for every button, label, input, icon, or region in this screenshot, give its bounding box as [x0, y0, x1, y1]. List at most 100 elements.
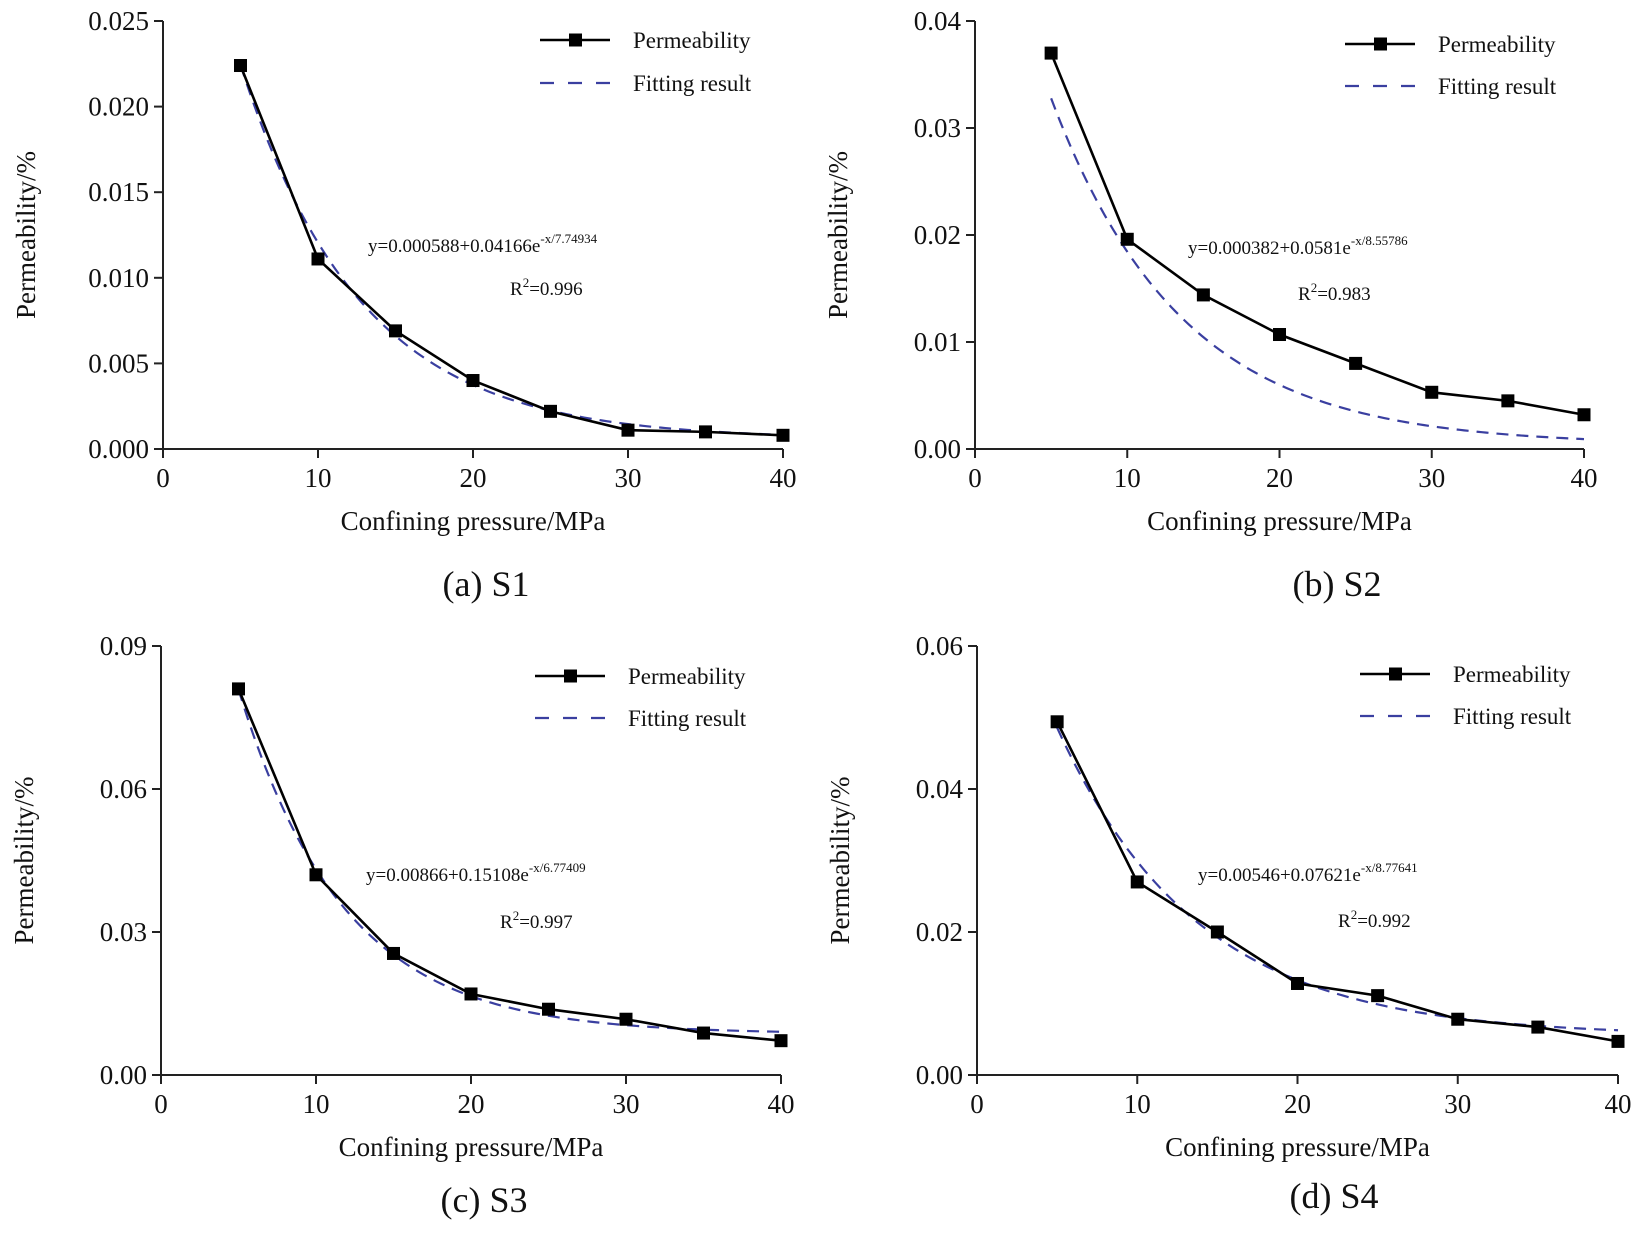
data-point: [1451, 1012, 1465, 1026]
fit-equation-main: y=0.00546+0.07621e: [1198, 865, 1361, 886]
data-point: [1349, 356, 1363, 370]
data-point: [387, 946, 400, 960]
data-point: [542, 1002, 555, 1016]
legend-permeability-marker: [1374, 37, 1387, 51]
data-point: [774, 1034, 788, 1048]
legend-permeability-label: Permeability: [1438, 32, 1556, 57]
chart-S4: 0.00 0.02 0.04 0.06 0 10 20 30 40 Confining press…: [825, 631, 1632, 1216]
x-tick-label: 0: [156, 463, 170, 493]
data-point: [1273, 328, 1286, 342]
x-axis-title: Confining pressure/MPa: [1165, 1132, 1430, 1162]
fit-equation: y=0.00866+0.15108e-x/6.77409: [366, 860, 586, 886]
permeability-line: [1049, 52, 1585, 417]
data-point: [464, 987, 478, 1001]
x-tick-label: 0: [970, 1089, 984, 1119]
r-squared-sup: 2: [1351, 907, 1358, 922]
data-point: [1130, 875, 1144, 889]
y-tick-label: 0.06: [100, 774, 147, 804]
legend: Permeability Fitting result: [1360, 662, 1572, 729]
data-point: [311, 252, 325, 266]
data-point: [621, 423, 635, 437]
fit-equation-main: y=0.00866+0.15108e: [366, 865, 529, 886]
fitting-curve: [1050, 97, 1585, 441]
r-squared: R2=0.992: [1338, 907, 1411, 932]
fitting-curve: [239, 64, 784, 436]
fit-equation: y=0.000588+0.04166e-x/7.74934: [368, 231, 598, 257]
y-tick-label: 0.020: [88, 92, 149, 122]
x-tick-label: 30: [1418, 463, 1445, 493]
x-axis-title: Confining pressure/MPa: [1147, 506, 1412, 536]
r-squared-value: =0.983: [1317, 284, 1370, 305]
x-tick-label: 40: [770, 463, 797, 493]
x-tick-label: 20: [1284, 1089, 1311, 1119]
r-squared-value: =0.997: [519, 912, 572, 933]
chart-S1: 0.000 0.005 0.010 0.015 0.020 0.025 0 10 20 30 40 C…: [11, 6, 797, 604]
fit-equation: y=0.00546+0.07621e-x/8.77641: [1198, 860, 1418, 886]
y-tick-label: 0.04: [914, 6, 962, 36]
data-point: [1291, 976, 1304, 990]
data-point: [1044, 46, 1058, 60]
subfigure-caption: (d) S4: [1290, 1176, 1379, 1216]
y-tick-label: 0.02: [916, 917, 963, 947]
y-tick-label: 0.06: [916, 631, 963, 661]
legend: Permeability Fitting result: [535, 664, 747, 731]
data-point: [619, 1012, 633, 1026]
y-tick-label: 0.010: [88, 263, 149, 293]
y-axis-title: Permeability/%: [825, 777, 855, 945]
y-tick-label: 0.09: [100, 631, 147, 661]
fit-equation-main: y=0.000588+0.04166e: [368, 236, 540, 257]
data-point: [232, 682, 245, 696]
x-tick-label: 10: [1124, 1089, 1151, 1119]
legend-fitting-label: Fitting result: [1438, 74, 1557, 99]
chart-S2: 0.00 0.01 0.02 0.03 0.04 0 10 20 30 40 Confining p…: [823, 6, 1598, 604]
data-point: [1531, 1020, 1545, 1034]
r-squared-sup: 2: [513, 908, 520, 923]
legend-fitting-label: Fitting result: [633, 71, 752, 96]
legend-fitting-label: Fitting result: [628, 706, 747, 731]
y-tick-label: 0.000: [88, 434, 149, 464]
x-tick-label: 10: [1114, 463, 1141, 493]
data-point: [466, 374, 480, 388]
data-point: [1050, 715, 1064, 729]
y-tick-label: 0.00: [916, 1060, 963, 1090]
subfigure-caption: (b) S2: [1293, 564, 1382, 604]
y-tick-label: 0.01: [914, 327, 961, 357]
data-point: [544, 404, 557, 418]
data-point: [1210, 925, 1224, 939]
x-tick-label: 40: [1605, 1089, 1632, 1119]
x-axis-title: Confining pressure/MPa: [339, 1132, 604, 1162]
y-tick-label: 0.00: [914, 434, 961, 464]
x-tick-label: 20: [460, 463, 487, 493]
x-tick-label: 0: [968, 463, 982, 493]
r-squared-prefix: R: [510, 279, 523, 300]
r-squared-prefix: R: [1298, 284, 1311, 305]
data-point: [1120, 232, 1134, 246]
permeability-line: [1055, 721, 1619, 1043]
data-point: [1577, 408, 1591, 422]
data-point: [697, 1026, 710, 1040]
r-squared-value: =0.992: [1357, 911, 1410, 932]
legend-permeability-marker: [569, 33, 582, 47]
y-axis-title: Permeability/%: [9, 777, 39, 945]
r-squared-sup: 2: [523, 275, 530, 290]
x-tick-label: 0: [154, 1089, 168, 1119]
fit-equation-main: y=0.000382+0.0581e: [1188, 238, 1351, 259]
x-tick-label: 10: [305, 463, 332, 493]
x-tick-label: 30: [1444, 1089, 1471, 1119]
legend-permeability-marker: [564, 669, 577, 683]
y-tick-label: 0.00: [100, 1060, 147, 1090]
fit-equation-exponent: -x/6.77409: [529, 860, 586, 875]
x-tick-label: 20: [1266, 463, 1293, 493]
y-axis-title: Permeability/%: [823, 151, 853, 319]
subfigure-caption: (a) S1: [443, 564, 530, 604]
x-tick-label: 30: [613, 1089, 640, 1119]
subfigure-caption: (c) S3: [441, 1180, 528, 1220]
x-tick-label: 20: [458, 1089, 485, 1119]
y-tick-label: 0.005: [88, 348, 149, 378]
legend: Permeability Fitting result: [1345, 32, 1557, 99]
r-squared-prefix: R: [1338, 911, 1351, 932]
data-point: [1425, 385, 1439, 399]
data-point: [1501, 394, 1515, 408]
legend-fitting-label: Fitting result: [1453, 704, 1572, 729]
